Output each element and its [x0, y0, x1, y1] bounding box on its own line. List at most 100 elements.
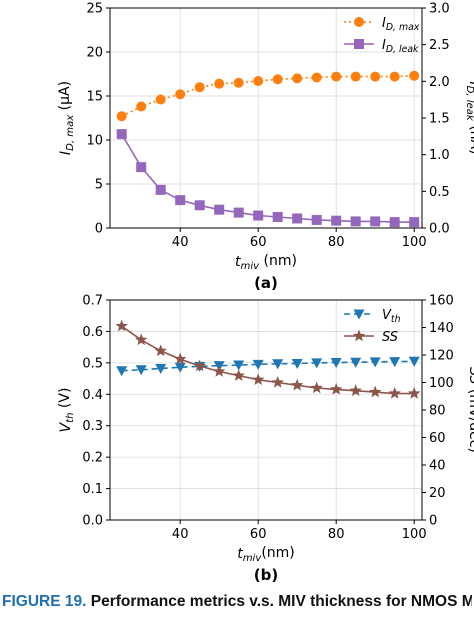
panel-b-legend: Vth SS — [344, 308, 401, 345]
panel-a-series-1-point — [155, 94, 166, 105]
panel-a-series-1-point — [409, 70, 420, 81]
panel-a-series-2-point — [233, 207, 244, 218]
panel-b-left-tick-label: 0.6 — [82, 325, 103, 340]
panel-b-right-tick-label: 100 — [429, 376, 454, 391]
panel-b-left-tick-label: 0.7 — [82, 294, 103, 309]
figure-caption: FIGURE 19. Performance metrics v.s. MIV … — [2, 592, 472, 627]
panel-b-legend-label: SS — [382, 330, 398, 345]
panel-b-series-1-point — [116, 366, 128, 377]
panel-a-series-1-point — [370, 71, 381, 82]
panel-b-x-tick-label: 40 — [172, 527, 189, 542]
panel-b-right-axis-label: SS (mV/dec) — [466, 367, 474, 453]
caption-text: Performance metrics v.s. MIV thickness f… — [90, 593, 472, 610]
panel-a-series-1-point — [194, 82, 205, 93]
panel-b-series-2-line — [121, 325, 415, 395]
panel-b-right-tick-label: 20 — [429, 486, 446, 501]
panel-a-right-tick-label: 1.5 — [429, 112, 450, 127]
panel-a-series-2-point — [292, 213, 303, 224]
panel-a-series-2-point — [214, 204, 225, 215]
panel-b-x-tick-label: 80 — [328, 527, 345, 542]
panel-a-series-2-point — [331, 215, 342, 226]
panel-a-series-1-point — [116, 111, 127, 122]
panel-a-legend-marker — [354, 39, 364, 49]
panel-a-left-axis-label: ID, max (μA) — [57, 81, 76, 155]
panel-b-series-2-point — [349, 384, 362, 396]
panel-b-legend-label: Vth — [382, 308, 401, 325]
panel-b-series-2-point — [232, 369, 245, 381]
panel-b-right-tick-label: 140 — [429, 321, 454, 336]
panel-b-series-2-point — [310, 381, 323, 394]
panel-b-right-tick-label: 40 — [429, 459, 446, 474]
panel-b-left-tick-label: 0.4 — [82, 388, 103, 403]
panel-b-series-2-point — [408, 387, 421, 399]
panel-b-series-1-point — [135, 365, 147, 376]
panel-a-right-tick-label: 0.5 — [429, 185, 450, 200]
panel-b-right-tick-label: 160 — [429, 294, 454, 309]
panel-b-left-tick-label: 0.1 — [82, 482, 103, 497]
panel-b-series-1-point — [330, 358, 342, 369]
panel-a-series-2-point — [370, 216, 381, 227]
panel-a-right-tick-label: 2.0 — [429, 75, 450, 90]
panel-a-series-1-point — [175, 89, 186, 100]
panel-b-series-1-point — [350, 357, 362, 368]
panel-b-legend-marker — [352, 329, 366, 342]
panel-a-legend-label: ID, max — [382, 16, 420, 33]
panel-b-series-1-point — [311, 358, 323, 369]
panel-b-series-2-point — [174, 352, 187, 365]
panel-b-series-2-point — [252, 373, 265, 385]
panel-a-left-tick-label: 15 — [86, 90, 103, 105]
panel-a-series-1-point — [136, 101, 147, 112]
panel-a-series-2-point — [116, 129, 127, 140]
panel-a-left-tick-label: 5 — [95, 178, 103, 193]
panel-b-right-tick-label: 120 — [429, 349, 454, 364]
panel-b-series-1-point — [369, 357, 381, 368]
panel-b-series-1-point — [389, 357, 401, 368]
panel-b-series-2-point — [135, 333, 148, 346]
panel-a-series-2-point — [194, 200, 205, 211]
panel-b-series-1-point — [252, 359, 264, 370]
panel-b-series-2-point — [213, 365, 226, 377]
panel-a-right-tick-label: 3.0 — [429, 2, 450, 17]
panel-b-left-axis-label: Vth (V) — [57, 388, 76, 433]
panel-a-series-1-point — [389, 71, 400, 82]
panel-b-series-1-point — [408, 356, 420, 367]
panel-b-panel-label: (b) — [254, 566, 278, 584]
panel-a-series-2-point — [350, 216, 361, 227]
panel-b-series-1-point — [291, 358, 303, 369]
panel-a-legend-marker — [354, 17, 364, 27]
panel-a-series-1-point — [350, 71, 361, 82]
panel-a-right-tick-label: 2.5 — [429, 38, 450, 53]
panel-b-left-tick-label: 0.3 — [82, 419, 103, 434]
panel-a-grid — [110, 7, 422, 229]
panel-a-plot-frame — [109, 7, 423, 229]
panel-a-right-tick-label: 0.0 — [429, 222, 450, 237]
panel-b-series-2-point — [154, 344, 167, 357]
panel-a-panel-label: (a) — [254, 274, 278, 292]
panel-b-series-1-line — [121, 360, 415, 372]
panel-b-right-tick-label: 80 — [429, 404, 446, 419]
panel-b-series-2-point — [369, 385, 382, 398]
panel-a-series-2 — [116, 129, 420, 228]
panel-b-series-2-point — [388, 387, 401, 399]
panel-a-series-2-point — [136, 162, 147, 173]
panel-b-series-2-point — [271, 376, 284, 388]
panel-a-legend: ID, max ID, leak — [344, 16, 420, 55]
panel-b-right-tick-label: 60 — [429, 431, 446, 446]
panel-a-series-2-point — [389, 217, 400, 228]
panel-a-series-1-point — [292, 73, 303, 84]
panel-a-left-tick-label: 0 — [95, 222, 103, 237]
panel-a-series-2-point — [311, 214, 322, 225]
panel-b-series-2-point — [115, 319, 128, 332]
panel-b-left-tick-label: 0.0 — [82, 514, 103, 529]
panel-a-series-1-point — [331, 71, 342, 82]
panel-a-x-axis-label: tmiv (nm) — [235, 253, 297, 272]
panel-b-x-tick-label: 60 — [250, 527, 267, 542]
panel-a-legend-label: ID, leak — [382, 38, 419, 55]
panel-b-series-1-point — [174, 362, 186, 373]
panel-b-series-1-point — [155, 364, 167, 375]
panel-a-left-tick-label: 10 — [86, 134, 103, 149]
panel-a-series-2-point — [155, 184, 166, 195]
panel-a-series-2-point — [175, 195, 186, 206]
panel-b-grid — [110, 299, 422, 521]
caption-figure-number: FIGURE 19. — [2, 593, 87, 610]
